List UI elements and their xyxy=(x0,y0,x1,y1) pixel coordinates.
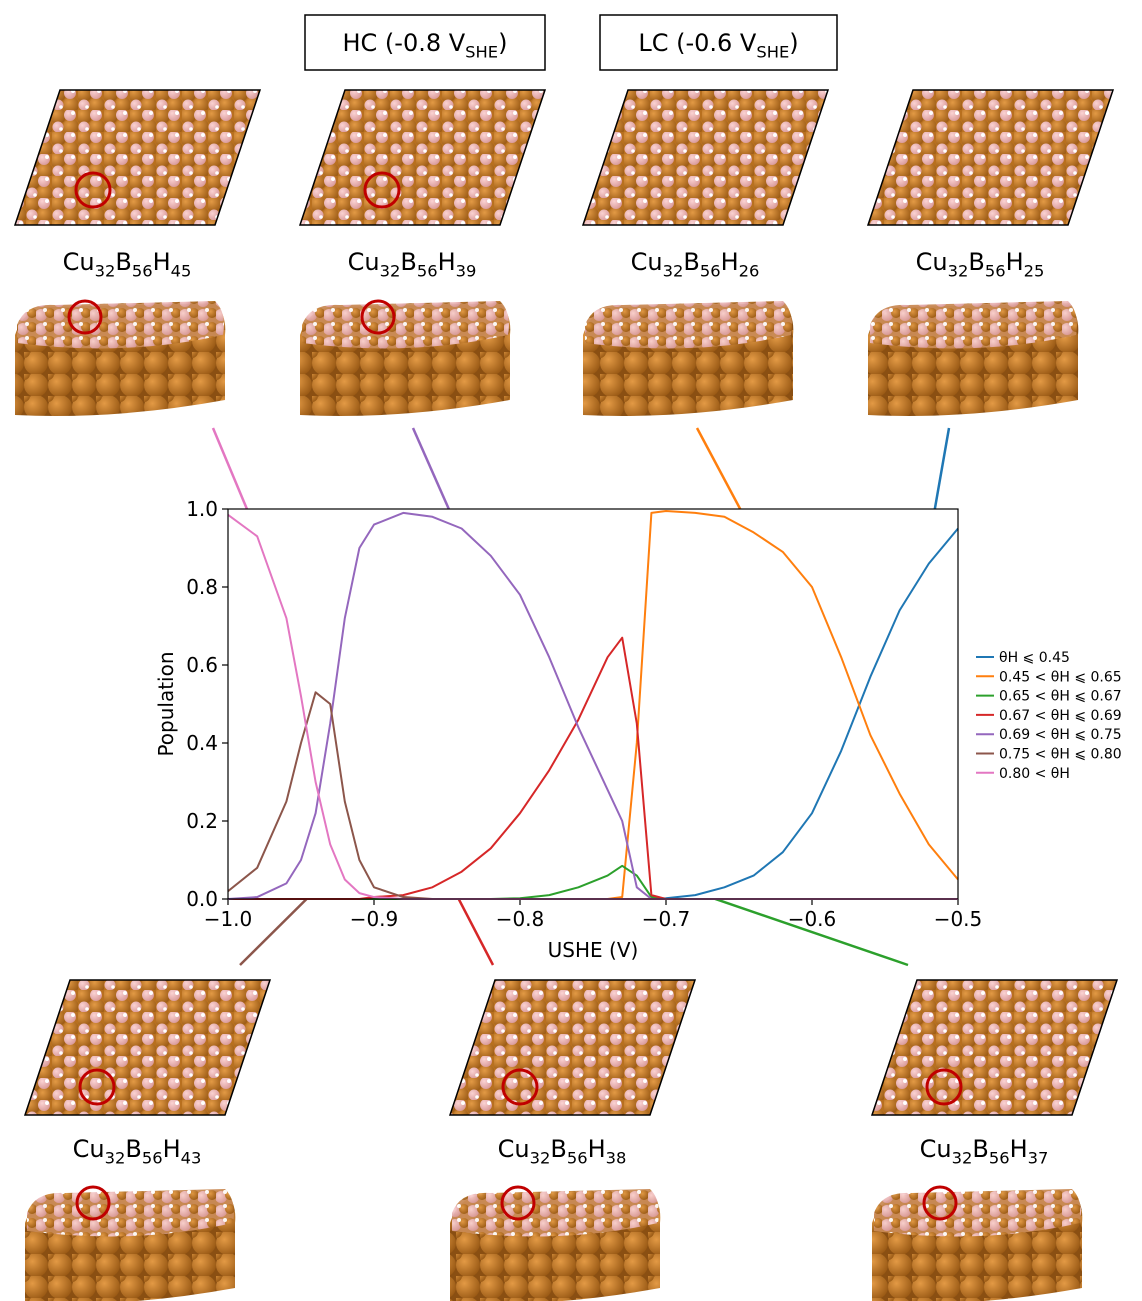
formula-part: Cu xyxy=(631,248,663,276)
legend-label: 0.45 < θH ⩽ 0.65 xyxy=(999,669,1122,685)
formula-part: Cu xyxy=(498,1135,530,1163)
formula-part: Cu xyxy=(63,248,95,276)
slab-top xyxy=(300,90,545,225)
formula-part: H xyxy=(1010,1135,1028,1163)
formula-part: ) xyxy=(789,29,798,57)
side-view xyxy=(868,301,1078,416)
formula-part: B xyxy=(683,248,699,276)
x-tick-label: −0.7 xyxy=(642,907,691,931)
formula: Cu32B56H26 xyxy=(631,248,760,281)
x-tick-label: −0.8 xyxy=(496,907,545,931)
subscript: 32 xyxy=(663,262,684,281)
subscript: 25 xyxy=(1024,262,1045,281)
slab-top xyxy=(868,90,1113,225)
top-view xyxy=(15,90,260,225)
y-tick-label: 0.4 xyxy=(186,731,218,755)
y-tick-label: 0.8 xyxy=(186,575,218,599)
formula: Cu32B56H37 xyxy=(920,1135,1049,1168)
formula-part: H xyxy=(721,248,739,276)
side-view xyxy=(300,301,510,416)
formula-part: ) xyxy=(498,29,507,57)
subscript: 56 xyxy=(985,262,1006,281)
formula-part: Cu xyxy=(920,1135,952,1163)
subscript: 32 xyxy=(380,262,401,281)
formula: Cu32B56H45 xyxy=(63,248,192,281)
subscript: 39 xyxy=(456,262,477,281)
subscript: SHE xyxy=(756,43,789,62)
legend-label: θH ⩽ 0.45 xyxy=(999,650,1070,666)
legend-label: 0.67 < θH ⩽ 0.69 xyxy=(999,708,1122,724)
slab-top xyxy=(450,980,695,1115)
formula-part: H xyxy=(163,1135,181,1163)
slab-top xyxy=(872,980,1117,1115)
formula-part: Cu xyxy=(73,1135,105,1163)
plot-area xyxy=(228,509,958,899)
subscript: 56 xyxy=(567,1149,588,1168)
y-tick-label: 0.0 xyxy=(186,887,218,911)
formula-part: H xyxy=(153,248,171,276)
side-view xyxy=(583,301,793,416)
formula: Cu32B56H43 xyxy=(73,1135,202,1168)
formula-part: H xyxy=(588,1135,606,1163)
figure: Cu32B56H45Cu32B56H39Cu32B56H26Cu32B56H25… xyxy=(0,0,1142,1301)
formula: Cu32B56H25 xyxy=(916,248,1045,281)
connector xyxy=(697,428,745,518)
top-view xyxy=(450,980,695,1115)
y-tick-label: 0.2 xyxy=(186,809,218,833)
subscript: 56 xyxy=(417,262,438,281)
subscript: 32 xyxy=(948,262,969,281)
legend-label: 0.65 < θH ⩽ 0.67 xyxy=(999,689,1122,705)
subscript: 56 xyxy=(132,262,153,281)
slab-top xyxy=(15,90,260,225)
legend-label: 0.75 < θH ⩽ 0.80 xyxy=(999,747,1122,763)
top-view xyxy=(25,980,270,1115)
formula-part: B xyxy=(115,248,131,276)
formula-part: LC (-0.6 V xyxy=(638,29,757,57)
x-tick-label: −0.5 xyxy=(934,907,983,931)
subscript: 38 xyxy=(606,1149,627,1168)
formula-part: B xyxy=(125,1135,141,1163)
x-tick-label: −0.9 xyxy=(350,907,399,931)
formula-part: Cu xyxy=(348,248,380,276)
subscript: 32 xyxy=(105,1149,126,1168)
side-view xyxy=(15,301,225,416)
side-view xyxy=(872,1187,1082,1301)
side-view xyxy=(25,1187,235,1301)
y-tick-label: 0.6 xyxy=(186,653,218,677)
x-axis-label: USHE (V) xyxy=(548,938,639,962)
slab-top xyxy=(25,980,270,1115)
y-tick-label: 1.0 xyxy=(186,497,218,521)
formula-part: HC (-0.8 V xyxy=(343,29,466,57)
formula: Cu32B56H39 xyxy=(348,248,477,281)
subscript: 56 xyxy=(700,262,721,281)
subscript: SHE xyxy=(465,43,498,62)
side-view xyxy=(450,1187,660,1301)
formula-part: H xyxy=(438,248,456,276)
formula-part: H xyxy=(1006,248,1024,276)
formula: Cu32B56H38 xyxy=(498,1135,627,1168)
subscript: 43 xyxy=(181,1149,202,1168)
legend-label: 0.69 < θH ⩽ 0.75 xyxy=(999,727,1122,743)
subscript: 32 xyxy=(95,262,116,281)
slab-top xyxy=(583,90,828,225)
legend-label: 0.80 < θH xyxy=(999,766,1070,782)
top-view xyxy=(583,90,828,225)
top-view xyxy=(868,90,1113,225)
subscript: 45 xyxy=(171,262,192,281)
subscript: 32 xyxy=(530,1149,551,1168)
formula-part: B xyxy=(400,248,416,276)
subscript: 26 xyxy=(739,262,760,281)
top-view xyxy=(872,980,1117,1115)
subscript: 32 xyxy=(952,1149,973,1168)
formula-part: Cu xyxy=(916,248,948,276)
top-view xyxy=(300,90,545,225)
subscript: 56 xyxy=(989,1149,1010,1168)
subscript: 37 xyxy=(1028,1149,1049,1168)
formula-part: B xyxy=(968,248,984,276)
x-tick-label: −0.6 xyxy=(788,907,837,931)
subscript: 56 xyxy=(142,1149,163,1168)
y-axis-label: Population xyxy=(154,651,178,756)
formula-part: B xyxy=(972,1135,988,1163)
formula-part: B xyxy=(550,1135,566,1163)
